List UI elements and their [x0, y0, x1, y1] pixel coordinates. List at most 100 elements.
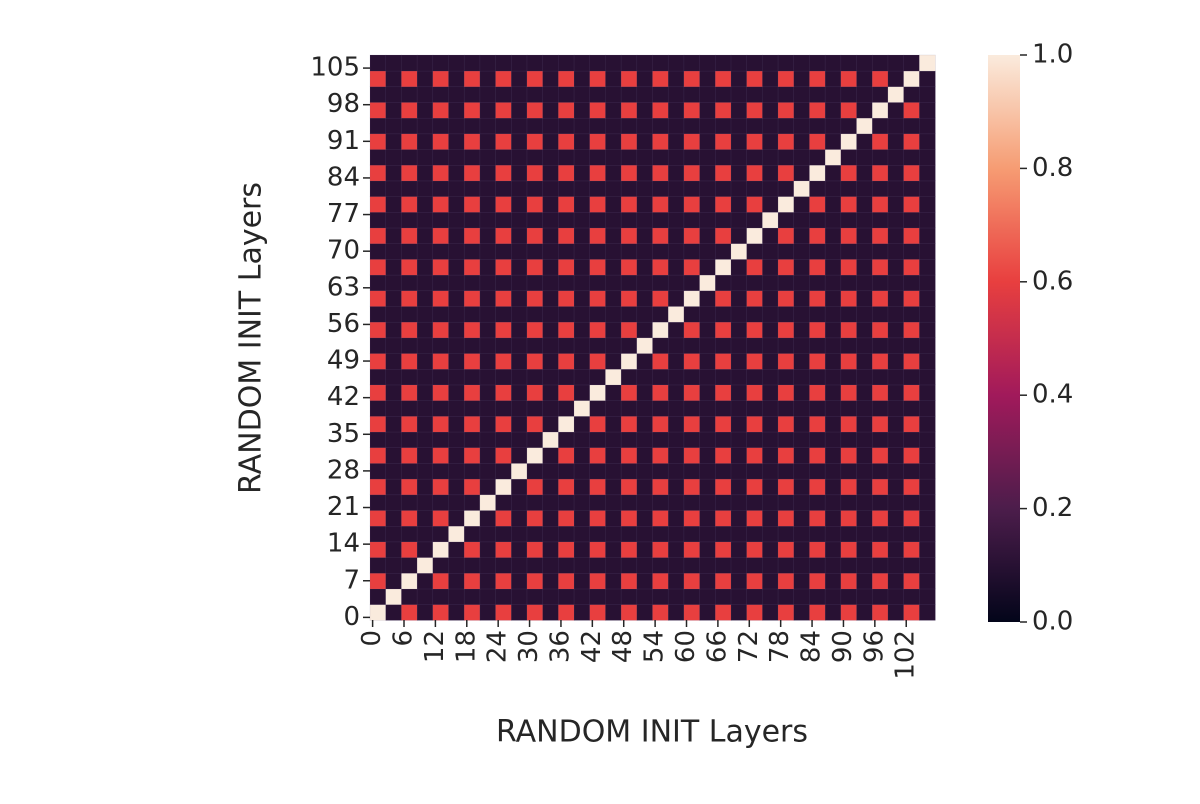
heatmap-cell [448, 274, 465, 292]
heatmap-cell [809, 509, 826, 527]
x-tick-label: 66 [702, 630, 732, 663]
heatmap-cell [699, 337, 716, 354]
heatmap-cell [777, 368, 795, 386]
heatmap-cell [809, 556, 826, 574]
heatmap-cell [620, 196, 638, 213]
heatmap-cell [369, 494, 387, 511]
heatmap-cell [683, 243, 701, 260]
heatmap-cell [746, 337, 764, 354]
heatmap-cell [636, 321, 654, 339]
heatmap-cell [856, 321, 873, 339]
heatmap-cell [573, 117, 591, 135]
heatmap-cell [871, 196, 889, 213]
heatmap-cell [871, 70, 889, 88]
heatmap-cell [777, 447, 795, 464]
heatmap-cell [542, 337, 559, 354]
heatmap-cell [730, 86, 748, 103]
heatmap-cell [401, 290, 418, 307]
heatmap-cell [558, 258, 575, 276]
heatmap-cell [479, 494, 497, 511]
heatmap-cell [903, 352, 920, 370]
heatmap-cell [573, 180, 591, 197]
heatmap-cell [699, 384, 716, 401]
heatmap-cell [699, 290, 716, 307]
heatmap-cell [605, 337, 622, 354]
heatmap-cell [824, 148, 842, 166]
heatmap-cell [652, 384, 669, 401]
heatmap-cell [667, 525, 685, 543]
heatmap-cell [463, 305, 481, 323]
heatmap-cell [887, 431, 905, 449]
heatmap-cell [558, 148, 575, 166]
heatmap-cell [667, 101, 685, 119]
heatmap-cell [558, 541, 575, 558]
heatmap-cell [526, 494, 544, 511]
heatmap-cell [667, 431, 685, 449]
heatmap-cell [809, 321, 826, 339]
heatmap-cell [558, 101, 575, 119]
heatmap-cell [903, 101, 920, 119]
x-tick-label: 78 [765, 630, 795, 663]
heatmap-cell [762, 604, 779, 621]
heatmap-cell [558, 54, 575, 72]
heatmap-cell [762, 196, 779, 213]
heatmap-cell [542, 604, 559, 621]
y-tick-label: 21 [327, 492, 360, 522]
heatmap-cell [432, 321, 450, 339]
heatmap-cell [699, 321, 716, 339]
heatmap-cell [887, 447, 905, 464]
heatmap-cell [856, 556, 873, 574]
heatmap-cell [824, 588, 842, 605]
heatmap-cell [667, 258, 685, 276]
heatmap-cell [573, 148, 591, 166]
heatmap-cell [840, 415, 858, 433]
heatmap-cell [636, 588, 654, 605]
heatmap-cell [652, 290, 669, 307]
heatmap-cell [589, 148, 607, 166]
heatmap-cell [856, 54, 873, 72]
heatmap-cell [511, 117, 528, 135]
heatmap-cell [840, 368, 858, 386]
heatmap-cell [793, 117, 811, 135]
heatmap-cell [871, 572, 889, 590]
heatmap-cell [667, 588, 685, 605]
heatmap-cell [887, 556, 905, 574]
heatmap-cell [495, 227, 512, 244]
heatmap-cell [715, 196, 732, 213]
heatmap-cell [495, 117, 512, 135]
heatmap-cell [887, 227, 905, 244]
heatmap-cell [511, 54, 528, 72]
heatmap-cell [495, 572, 512, 590]
heatmap-cell [542, 415, 559, 433]
heatmap-cell [887, 384, 905, 401]
heatmap-cell [573, 274, 591, 292]
colorbar-tick-label: 1.0 [1032, 40, 1073, 70]
heatmap-cell [589, 305, 607, 323]
heatmap-cell [730, 525, 748, 543]
heatmap-cell [401, 258, 418, 276]
heatmap-cell [558, 494, 575, 511]
heatmap-cell [636, 572, 654, 590]
heatmap-cell [479, 368, 497, 386]
heatmap-cell [730, 352, 748, 370]
y-tick-label: 63 [327, 272, 360, 302]
heatmap-cell [401, 447, 418, 464]
heatmap-cell [667, 164, 685, 182]
heatmap-cell [589, 70, 607, 88]
heatmap-cell [856, 211, 873, 229]
heatmap-cell [416, 337, 434, 354]
heatmap-cell [401, 321, 418, 339]
heatmap-cell [416, 431, 434, 449]
heatmap-cell [558, 243, 575, 260]
colorbar [988, 55, 1020, 622]
heatmap-cell [620, 478, 638, 496]
heatmap-cell [479, 148, 497, 166]
x-tick-label: 96 [859, 630, 889, 663]
heatmap-cell [762, 274, 779, 292]
heatmap-cell [715, 541, 732, 558]
heatmap-cell [683, 572, 701, 590]
heatmap-cell [887, 133, 905, 150]
heatmap-cell [840, 164, 858, 182]
heatmap-cell [840, 400, 858, 417]
heatmap-cell [683, 494, 701, 511]
